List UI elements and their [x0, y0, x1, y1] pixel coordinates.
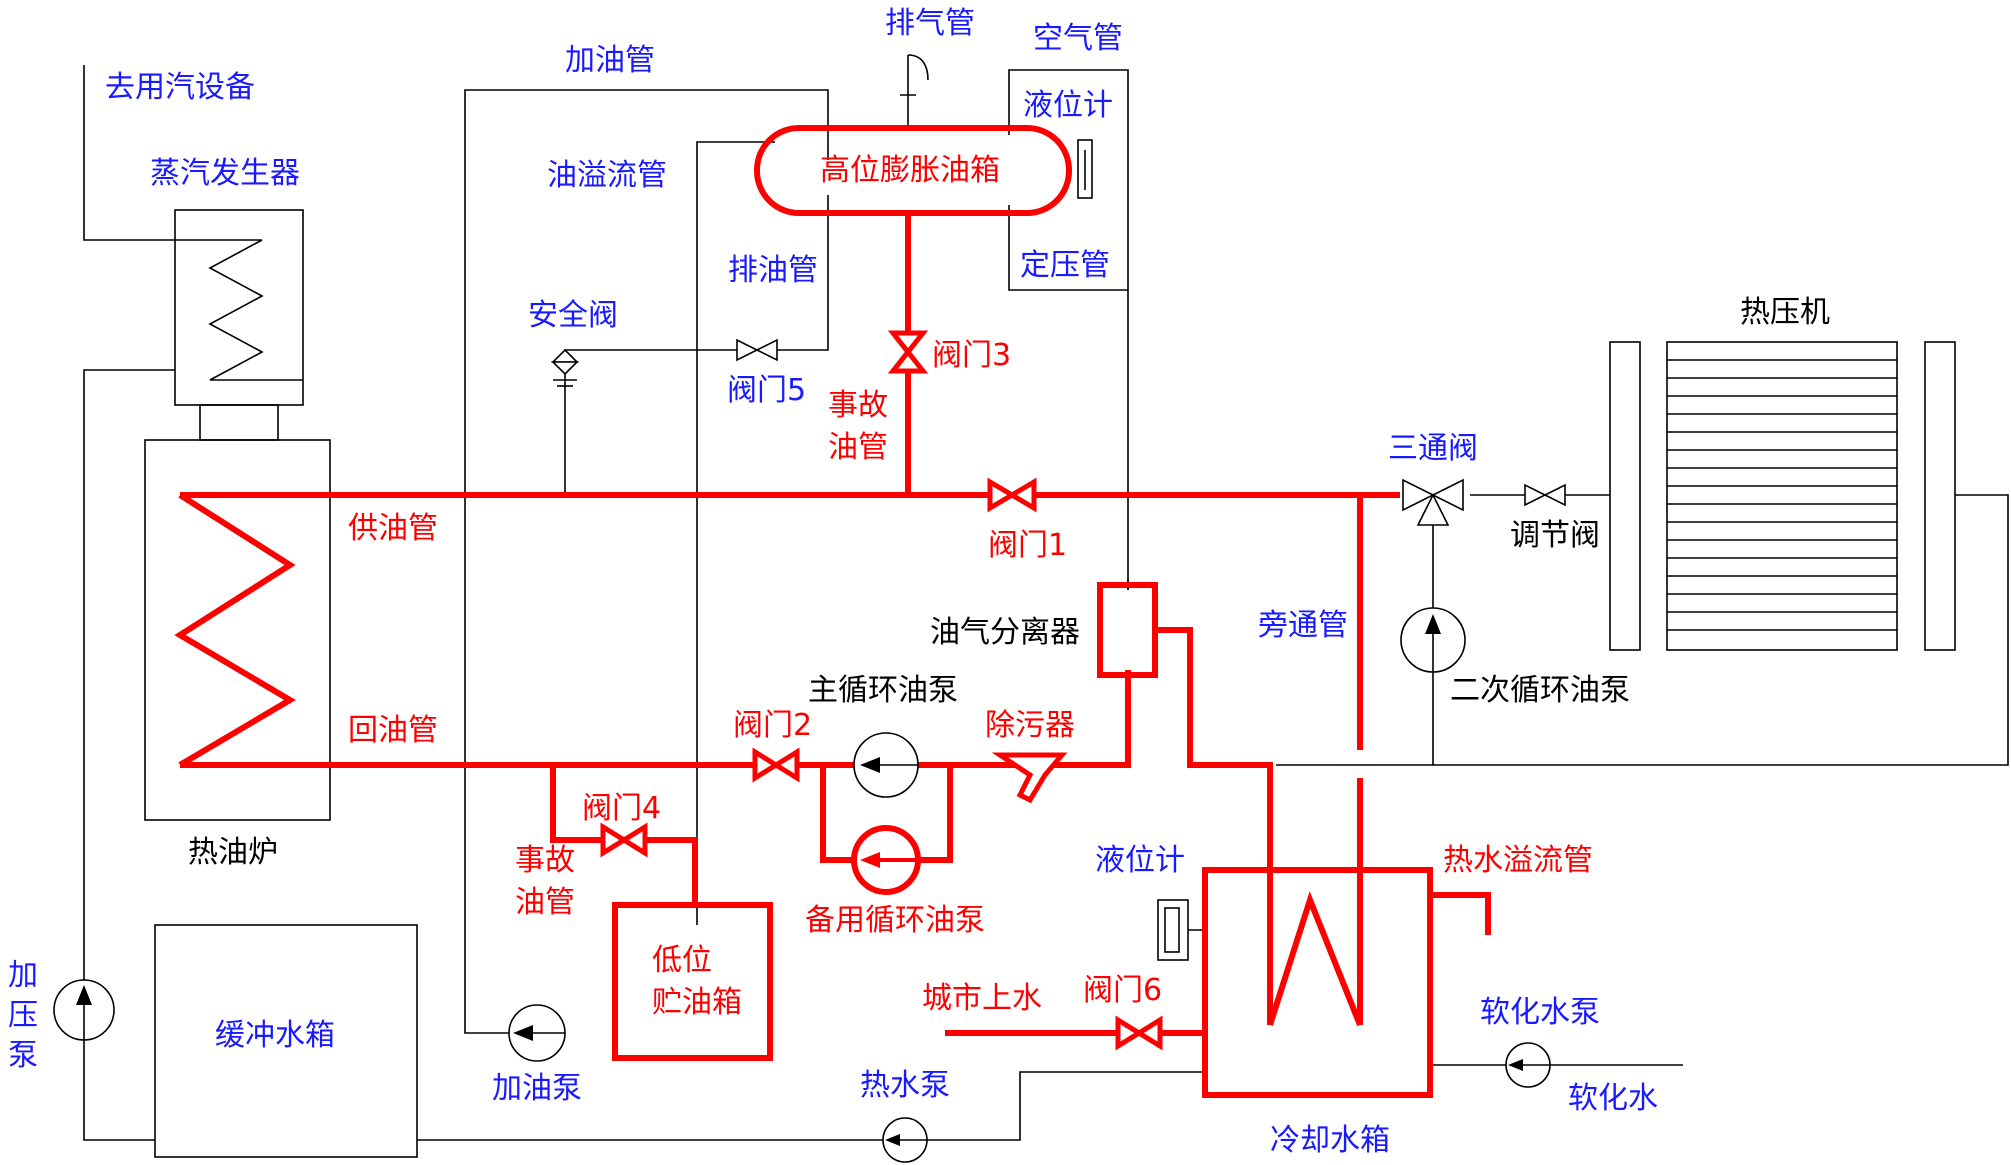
secondary-circulation-pump[interactable] — [1400, 607, 1466, 673]
strainer[interactable] — [991, 752, 1068, 804]
label-level-gauge-top: 液位计 — [1023, 88, 1113, 123]
label-hot-water-overflow: 热水溢流管 — [1443, 843, 1593, 878]
label-softened-water: 软化水 — [1568, 1081, 1658, 1116]
softened-water-pump[interactable] — [1505, 1042, 1551, 1088]
booster-pump[interactable] — [53, 979, 115, 1041]
main-circulation-pump[interactable] — [853, 732, 919, 798]
label-pressure-pipe: 定压管 — [1020, 248, 1110, 283]
valve-4[interactable] — [600, 822, 648, 858]
label-return-pipe: 回油管 — [348, 713, 438, 748]
hot-water-line — [417, 1071, 1207, 1141]
expansion-tank-shape — [754, 125, 1072, 216]
vent-hook — [907, 54, 929, 81]
label-regulating-valve: 调节阀 — [1510, 518, 1600, 553]
label-vent-pipe: 排气管 — [885, 6, 975, 41]
label-valve5: 阀门5 — [727, 373, 806, 408]
label-steam-generator: 蒸汽发生器 — [150, 156, 300, 191]
separator-to-cooling-pipe — [1155, 627, 1273, 1025]
low-tank-shape — [612, 902, 773, 1061]
booster-pump-line — [83, 369, 175, 1141]
label-bypass-pipe: 旁通管 — [1258, 608, 1348, 643]
steam-coil — [175, 239, 303, 381]
hot-water-overflow-pipe — [1430, 892, 1491, 935]
air-pipe-line — [1008, 69, 1129, 590]
label-hot-press: 热压机 — [1740, 295, 1830, 330]
valve-6[interactable] — [1115, 1015, 1163, 1051]
label-valve2: 阀门2 — [733, 708, 812, 743]
label-hot-water-pump: 热水泵 — [860, 1068, 950, 1103]
valve-3[interactable] — [887, 330, 929, 374]
label-emergency-pipe-bottom: 事故油管 — [515, 843, 575, 920]
fill-pump[interactable] — [508, 1004, 566, 1062]
label-expansion-tank: 高位膨胀油箱 — [820, 153, 1000, 188]
label-level-gauge-bottom: 液位计 — [1095, 843, 1185, 878]
drain-pipe-line — [564, 195, 829, 495]
label-backup-pump: 备用循环油泵 — [805, 903, 985, 938]
press-return-line — [1432, 494, 2009, 766]
label-main-pump: 主循环油泵 — [808, 673, 958, 708]
hot-press-left-plate — [1609, 341, 1641, 651]
level-gauge-bottom-glass — [1164, 907, 1180, 953]
steam-generator-base — [199, 404, 279, 441]
water-and-aux-lines — [83, 54, 2009, 1158]
label-emergency-pipe-top: 事故油管 — [828, 388, 888, 465]
hot-press-body — [1666, 341, 1898, 651]
label-air-pipe: 空气管 — [1033, 21, 1123, 56]
label-oil-gas-separator: 油气分离器 — [930, 615, 1080, 650]
pressure-pipe-box — [1008, 205, 1128, 291]
valve-5[interactable] — [736, 338, 778, 362]
label-valve1: 阀门1 — [988, 528, 1067, 563]
backup-circulation-pump[interactable] — [851, 825, 921, 895]
separator-shape — [1097, 582, 1158, 678]
overflow-pipe-line — [696, 141, 775, 925]
fill-pipe-line — [464, 89, 829, 1034]
oil-lines — [174, 125, 1491, 1098]
label-three-way-valve: 三通阀 — [1388, 431, 1478, 466]
three-way-valve[interactable] — [1402, 478, 1464, 526]
valve-1[interactable] — [987, 477, 1037, 513]
label-cooling-tank: 冷却水箱 — [1270, 1123, 1390, 1158]
label-fill-pipe: 加油管 — [565, 43, 655, 78]
hot-water-pump[interactable] — [882, 1117, 928, 1163]
furnace-box — [144, 439, 331, 821]
buffer-tank-box — [154, 924, 418, 1158]
safety-valve[interactable] — [551, 348, 579, 387]
level-gauge-top-glass — [1077, 139, 1093, 199]
label-buffer-tank: 缓冲水箱 — [215, 1018, 335, 1053]
return-pipe — [180, 670, 1131, 768]
labels: 去用汽设备 蒸汽发生器 加油管 排气管 空气管 液位计 高位膨胀油箱 油溢流管 … — [8, 6, 1830, 1158]
label-safety-valve: 安全阀 — [528, 298, 618, 333]
label-valve3: 阀门3 — [932, 338, 1011, 373]
emergency-drain-pipe — [550, 765, 698, 905]
label-fill-pump: 加油泵 — [492, 1071, 582, 1106]
label-strainer: 除污器 — [985, 708, 1075, 743]
label-drain-pipe: 排油管 — [728, 253, 818, 288]
valve-2[interactable] — [752, 747, 800, 783]
steam-outlet-line — [83, 65, 175, 241]
label-steam-to-equipment: 去用汽设备 — [105, 70, 255, 105]
vent-cap — [900, 55, 916, 96]
label-secondary-pump: 二次循环油泵 — [1450, 673, 1630, 708]
level-gauge-bottom-box — [1157, 899, 1189, 961]
label-overflow-pipe: 油溢流管 — [547, 158, 667, 193]
label-city-water: 城市上水 — [922, 981, 1042, 1016]
regulating-valve[interactable] — [1524, 483, 1566, 507]
label-valve6: 阀门6 — [1083, 973, 1162, 1008]
furnace-coil — [174, 492, 296, 768]
label-valve4: 阀门4 — [582, 791, 661, 826]
label-low-tank: 低位贮油箱 — [652, 943, 742, 1020]
label-supply-pipe: 供油管 — [348, 511, 438, 546]
label-furnace: 热油炉 — [188, 835, 278, 870]
hot-press-platens — [1667, 359, 1897, 631]
label-softened-pump: 软化水泵 — [1480, 995, 1600, 1030]
cooling-tank-shape — [1202, 867, 1433, 1098]
label-booster-pump: 加压泵 — [8, 958, 38, 1073]
cooling-coil — [1267, 891, 1363, 1027]
hot-press-right-plate — [1924, 341, 1956, 651]
